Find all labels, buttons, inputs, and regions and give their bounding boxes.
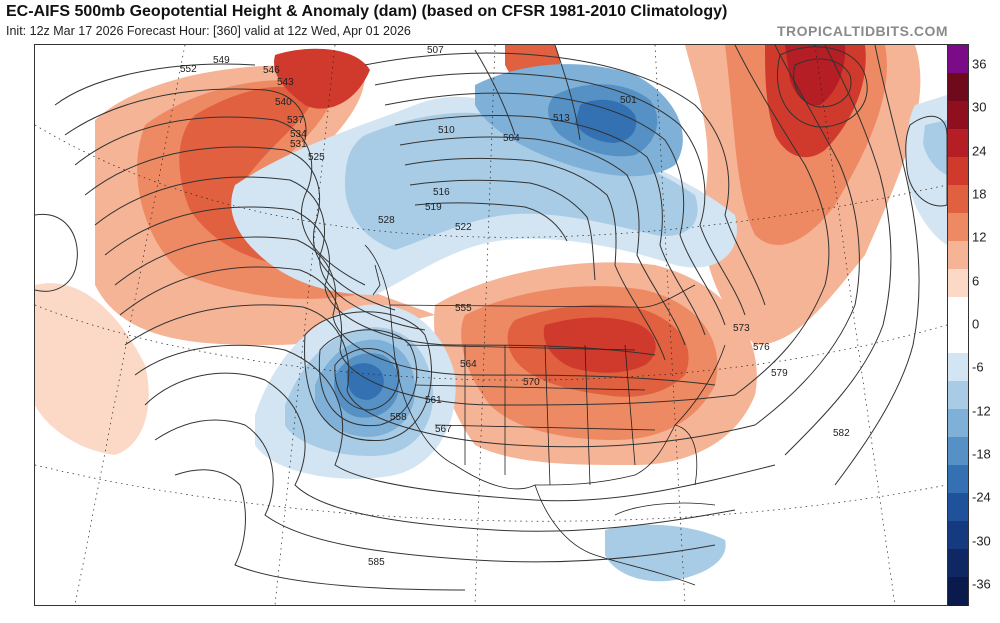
political-boundaries [364,244,726,586]
contour-label: 501 [620,95,637,106]
west-ridge-inner [179,86,315,265]
contour-label: 570 [523,377,540,388]
colorbar-segment [948,409,968,438]
colorbar-segment [948,465,968,494]
colorbar-tick-label: 36 [972,56,987,72]
contour-label: 558 [390,412,407,423]
colorbar-tick-label: 6 [972,273,980,289]
colorbar-tick-label: -30 [972,533,991,549]
colorbar-segment [948,353,968,382]
contour-label: 507 [427,45,444,56]
colorbar-segment [948,577,968,606]
colorbar-segment [948,241,968,270]
colorbar-segment [948,101,968,130]
contour-label: 528 [378,215,395,226]
contour-label: 531 [290,139,307,150]
pacific-west-anomaly [35,283,149,455]
contour-label: 519 [425,202,442,213]
contour-label: 516 [433,187,450,198]
contour-label: 540 [275,97,292,108]
colorbar-tick-label: -6 [972,359,984,375]
contour-label: 534 [290,129,307,140]
colorbar-segment [948,157,968,186]
contour-label: 585 [368,557,385,568]
colorbar-segment [948,269,968,298]
colorbar-tick-label: 30 [972,99,987,115]
colorbar-segment [948,213,968,242]
anomaly-colorbar [947,44,969,606]
canada-trough-core [345,112,698,251]
colorbar-segment [948,381,968,410]
north-atlantic-anomaly-core [923,120,947,175]
colorbar-tick-label: -12 [972,403,991,419]
colorbar-tick-label: 24 [972,143,987,159]
chart-title: EC-AIFS 500mb Geopotential Height & Anom… [6,3,728,20]
contour-label: 543 [277,77,294,88]
contour-label: 552 [180,64,197,75]
negative-anomaly-shading [231,64,947,582]
colorbar-segment [948,325,968,354]
contour-label: 561 [425,395,442,406]
contour-label: 510 [438,125,455,136]
brand-watermark: TROPICALTIDBITS.COM [776,23,948,39]
contour-label: 504 [503,133,520,144]
contour-label: 522 [455,222,472,233]
colorbar-tick-label: 18 [972,186,987,202]
colorbar-segment [948,493,968,522]
colorbar-segment [948,549,968,578]
contour-label: 573 [733,323,750,334]
anomaly-map: 552 549 546 543 540 537 534 531 528 525 … [34,44,948,606]
contour-label: 567 [435,424,452,435]
map-canvas: 552 549 546 543 540 537 534 531 528 525 … [35,45,947,605]
colorbar-tick-label: -18 [972,446,991,462]
eastern-us-center [543,317,656,373]
colorbar-tick-label: -36 [972,576,991,592]
contour-label: 549 [213,55,230,66]
contour-label: 576 [753,342,770,353]
alaska-high-anomaly [274,48,370,109]
colorbar-tick-label: 12 [972,229,987,245]
colorbar-segment [948,45,968,74]
contour-label: 537 [287,115,304,126]
baffin-low-center [575,99,637,143]
colorbar-segment [948,73,968,102]
contour-label: 579 [771,368,788,379]
contour-labels: 552 549 546 543 540 537 534 531 528 525 … [180,45,850,568]
chart-subtitle: Init: 12z Mar 17 2026 Forecast Hour: [36… [6,24,411,38]
contour-label: 582 [833,428,850,439]
colorbar-segment [948,521,968,550]
contour-label: 513 [553,113,570,124]
colorbar-tick-label: -24 [972,489,991,505]
colorbar-segment [948,129,968,158]
colorbar-tick-label: 0 [972,316,980,332]
colorbar-segment [948,297,968,326]
lat-lon-grid [35,45,947,605]
colorbar-segment [948,437,968,466]
contour-label: 555 [455,303,472,314]
contour-label: 564 [460,359,477,370]
height-contours [35,45,947,591]
contour-label: 525 [308,152,325,163]
colorbar-segment [948,185,968,214]
contour-label: 546 [263,65,280,76]
